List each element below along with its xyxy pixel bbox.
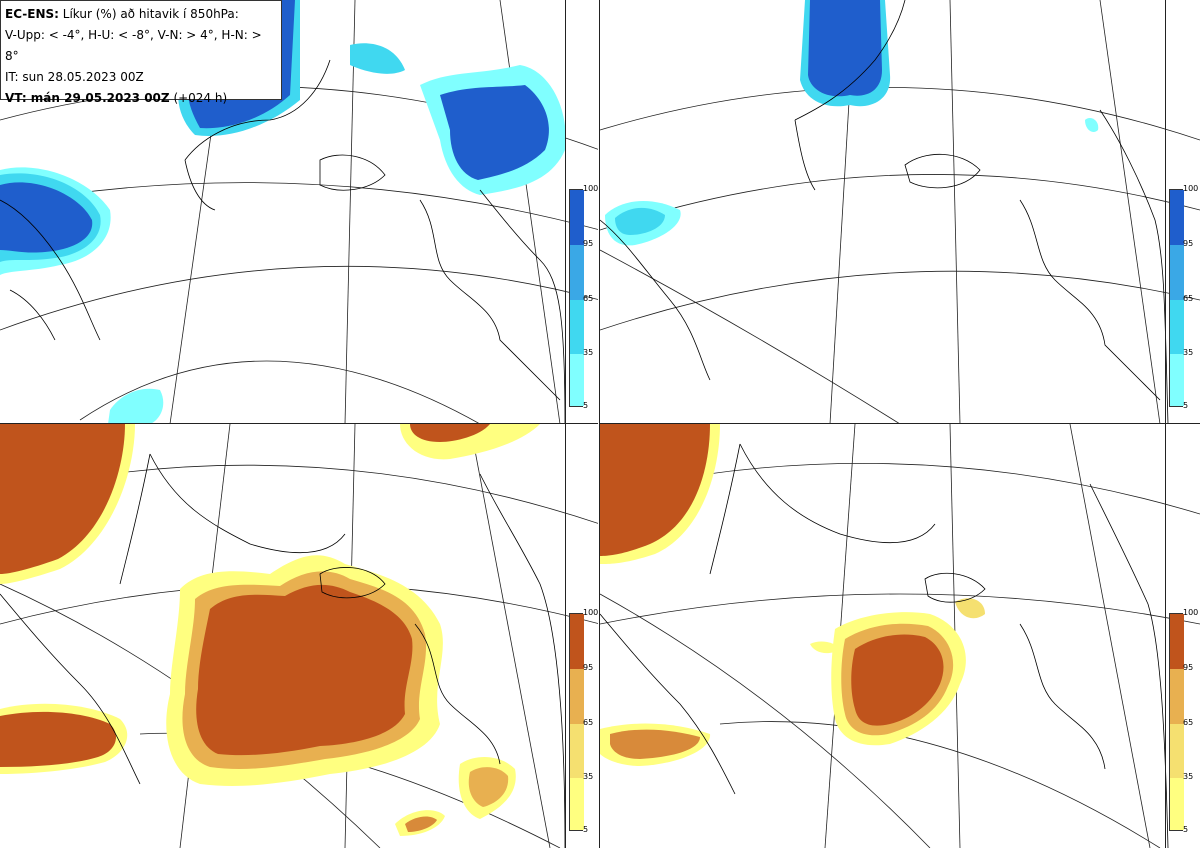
colorbar-segment	[570, 300, 584, 354]
colorbar	[569, 189, 584, 407]
info-title-line: EC-ENS: Líkur (%) að hitavik í 850hPa:	[5, 4, 277, 25]
colorbar-tick-label: 5	[1183, 825, 1189, 834]
colorbar-tick-label: 95	[1183, 239, 1194, 248]
colorbar-tick-label: 35	[583, 348, 594, 357]
colorbar-tick-label: 95	[583, 663, 594, 672]
model-name: EC-ENS:	[5, 7, 59, 21]
colorbar-tick-label: 95	[583, 239, 594, 248]
map-panel-bottom-left	[0, 424, 600, 848]
colorbar-segment	[1170, 778, 1184, 830]
colorbar-tick-label: 5	[583, 401, 589, 410]
colorbar-tick-label: 5	[1183, 401, 1189, 410]
map-bottom-left	[0, 424, 600, 848]
colorbar-tick-label: 100	[583, 184, 599, 193]
colorbar-tick-label: 35	[583, 772, 594, 781]
colorbar-tick-label: 65	[583, 294, 594, 303]
panel-separator-vertical-left	[565, 0, 566, 848]
colorbar-segment	[1170, 669, 1184, 724]
info-valid-time: VT: mán 29.05.2023 00Z	[5, 91, 170, 105]
colorbar-segment	[1170, 724, 1184, 778]
colorbar-tick-label: 65	[1183, 718, 1194, 727]
info-thresholds: V-Upp: < -4°, H-U: < -8°, V-N: > 4°, H-N…	[5, 28, 262, 63]
colorbar-segment	[1170, 354, 1184, 406]
colorbar-tick-label: 95	[1183, 663, 1194, 672]
colorbar-segment	[570, 354, 584, 406]
colorbar-segment	[1170, 300, 1184, 354]
panel-separator-vertical-right	[1165, 0, 1166, 848]
colorbar-tick-label: 100	[1183, 184, 1199, 193]
colorbar	[1169, 189, 1184, 407]
colorbar-tick-label: 5	[583, 825, 589, 834]
panel-separator-vertical-mid	[599, 0, 600, 848]
colorbar-tick-label: 65	[583, 718, 594, 727]
colorbar-segment	[1170, 245, 1184, 300]
colorbar-tick-label: 100	[583, 608, 599, 617]
panel-separator-horizontal	[0, 423, 1200, 424]
probability-field-cold	[605, 0, 1099, 246]
map-panel-top-left	[0, 0, 600, 424]
probability-field-warm	[600, 424, 985, 766]
colorbar-segment	[570, 669, 584, 724]
colorbar-segment	[570, 245, 584, 300]
colorbar-segment	[570, 614, 584, 669]
info-initial-time: IT: sun 28.05.2023 00Z	[5, 70, 144, 84]
info-lead: (+024 h)	[173, 91, 228, 105]
colorbar-tick-label: 100	[1183, 608, 1199, 617]
info-title: Líkur (%) að hitavik í 850hPa:	[62, 7, 239, 21]
colorbar-segment	[570, 190, 584, 245]
colorbar-segment	[1170, 190, 1184, 245]
colorbar-tick-label: 35	[1183, 348, 1194, 357]
map-bottom-right	[600, 424, 1200, 848]
colorbar-segment	[570, 724, 584, 778]
colorbar-tick-label: 65	[1183, 294, 1194, 303]
map-panel-bottom-right	[600, 424, 1200, 848]
colorbar-tick-label: 35	[1183, 772, 1194, 781]
colorbar	[569, 613, 584, 831]
colorbar-segment	[1170, 614, 1184, 669]
probability-field-warm	[0, 424, 540, 836]
colorbar-segment	[570, 778, 584, 830]
map-top-right	[600, 0, 1200, 424]
colorbar	[1169, 613, 1184, 831]
info-valid-line: VT: mán 29.05.2023 00Z (+024 h)	[5, 88, 277, 109]
info-box: EC-ENS: Líkur (%) að hitavik í 850hPa: V…	[0, 0, 282, 105]
map-panel-top-right	[600, 0, 1200, 424]
